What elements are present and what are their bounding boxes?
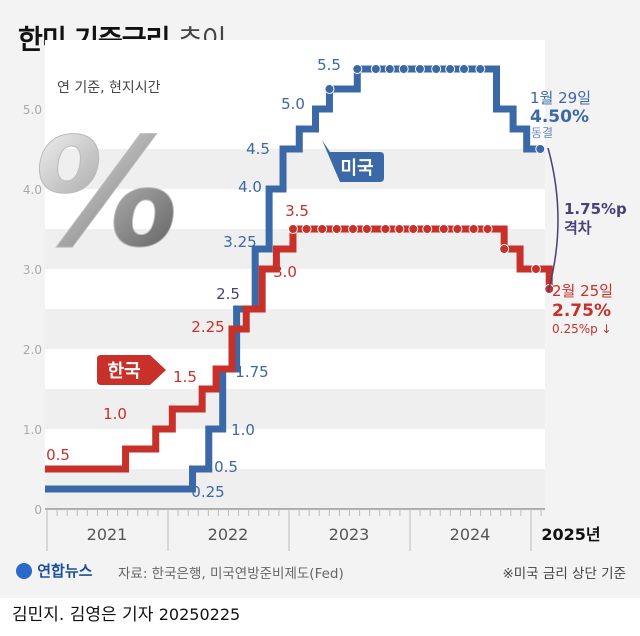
y-tick-label: 3.0 [23,263,42,277]
chart-subtitle: 연 기준, 현지시간 [57,80,161,96]
data-point [287,224,298,234]
kr-badge-label: 한국 [107,361,140,382]
band [45,109,545,149]
band [45,149,545,189]
band [45,269,545,309]
us-rate-label: 0.5 [214,458,238,476]
kr-annotation-change: 0.25%p ↓ [552,322,612,336]
us-rate-label: 4.5 [246,140,270,158]
data-point [422,224,433,234]
data-point [414,64,425,74]
band [45,309,545,349]
gap-label: 격차 [564,219,592,237]
us-badge [322,140,384,182]
data-point [499,244,510,254]
band [45,389,545,429]
data-point [398,64,409,74]
data-point [459,64,470,74]
data-point [380,224,391,234]
us-rate-label: 2.5 [216,285,240,303]
band [45,429,545,469]
data-point [438,224,449,234]
data-point [482,224,493,234]
kr-rate-label: 2.25 [191,318,224,336]
data-point [317,224,328,234]
band [45,40,545,69]
us-rate-label: 1.75 [235,363,268,381]
yonhap-logo: 연합뉴스 [16,560,92,581]
kr-rate-label: 1.0 [103,405,127,423]
data-point [352,64,363,74]
kr-annotation-rate: 2.75% [552,301,611,321]
kr-annotation-date: 2월 25일 [552,282,613,300]
us-rate-label: 5.5 [317,56,341,74]
x-tick-label: 2025년 [541,525,600,544]
us-rate-label: 0.25 [191,483,224,501]
note: ※미국 금리 상단 기준 [502,566,626,582]
data-point [384,64,395,74]
kr-rate-label: 3.5 [285,202,309,220]
x-tick-label: 2021 [87,525,128,544]
x-tick-label: 2022 [208,525,249,544]
kr-rate-label: 0.5 [46,446,70,464]
y-tick-label: 5.0 [23,103,42,117]
kr-rate-label: 3.0 [273,263,297,281]
y-tick-label: 1.0 [23,423,42,437]
us-rate-label: 1.0 [231,421,255,439]
us-badge-label: 미국 [340,158,373,179]
data-point [530,264,541,274]
y-tick-label: 4.0 [23,183,42,197]
gap-value: 1.75%p [564,200,627,218]
y-tick-label: 0 [34,503,42,517]
data-point [347,224,358,234]
data-point [361,224,372,234]
us-annotation-status: 동결 [531,126,553,140]
source: 자료: 한국은행, 미국연방준비제도(Fed) [118,566,344,582]
logo-text: 연합뉴스 [37,562,93,580]
data-point [535,144,546,154]
data-point [370,64,381,74]
y-tick-label: 2.0 [23,343,42,357]
series-korea-line [45,225,553,473]
data-point [408,224,419,234]
rate-chart: 연 기준, 현지시간% 0 1.0 2.0 3.0 4.0 5.0 2021 2022 2023 2… [18,40,627,551]
series-us-line [45,65,545,493]
x-tick-label: 2023 [329,525,370,544]
data-point [445,64,456,74]
credit: 김민지. 김영은 기자 20250225 [12,600,240,625]
data-point [475,64,486,74]
us-rate-label: 3.25 [223,233,256,251]
logo-icon [16,563,32,579]
data-point [431,64,442,74]
kr-badge [97,355,166,385]
percent-graphic: % [19,106,194,281]
us-rate-label: 4.0 [238,178,262,196]
data-point [301,224,312,234]
data-point [452,224,463,234]
us-rate-label: 5.0 [281,95,305,113]
data-point [331,224,342,234]
data-point [324,84,335,94]
credit-names: 김민지. 김영은 기자 [12,605,154,625]
data-point [394,224,405,234]
us-annotation-rate: 4.50% [530,107,589,127]
credit-date: 20250225 [158,605,241,624]
gap-bracket [547,147,559,293]
band [45,189,545,229]
x-tick-label: 2024 [450,525,491,544]
kr-rate-label: 1.5 [173,368,197,386]
data-point [468,224,479,234]
us-annotation-date: 1월 29일 [530,89,591,107]
